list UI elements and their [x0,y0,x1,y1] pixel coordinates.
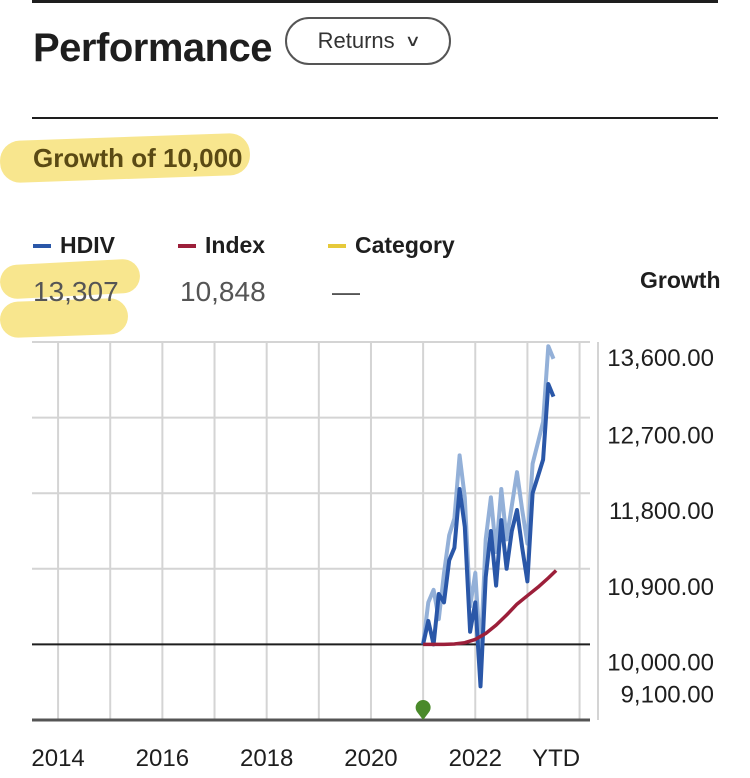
y-tick-label: 10,900.00 [607,574,714,601]
legend-label-index: Index [205,232,266,258]
growth-chart: 13,600.00 12,700.00 11,800.00 10,900.00 10,0… [31,341,714,772]
legend-value-category: — [332,276,360,307]
legend-label-category: Category [355,232,455,258]
legend-swatch-hdiv [33,243,51,248]
y-tick-label: 11,800.00 [609,498,714,525]
x-tick-label: 2020 [344,745,397,772]
series-line-hdiv [421,382,556,689]
legend-value-hdiv: 13,307 [33,276,119,307]
series-line-index [423,569,558,647]
y-tick-label: 13,600.00 [607,345,714,372]
returns-dropdown[interactable]: Returns ∨ [285,17,451,65]
legend-label-hdiv: HDIV [60,232,115,258]
legend-hdiv[interactable]: HDIV [33,232,115,259]
series-line-hdiv-light [421,344,556,659]
y-tick-label: 9,100.00 [621,681,714,708]
x-tick-label: 2022 [449,745,502,772]
y-tick-label: 12,700.00 [607,423,714,450]
legend-swatch-index [178,243,196,248]
legend-swatch-category [328,243,346,248]
y-tick-label: 10,000.00 [607,649,714,676]
header-divider [32,117,718,119]
legend-index[interactable]: Index [178,232,265,259]
x-tick-label: 2018 [240,745,293,772]
x-tick-label: YTD [532,745,580,772]
axis-title-growth: Growth [640,267,721,293]
inception-marker-icon [415,700,431,720]
returns-dropdown-label: Returns [317,28,395,53]
top-rule [32,0,718,3]
page-title: Performance [33,26,273,70]
chevron-down-icon: ∨ [404,33,421,50]
x-tick-label: 2014 [31,745,84,772]
legend-category[interactable]: Category [328,232,455,259]
legend-value-index: 10,848 [180,276,266,307]
x-tick-label: 2016 [136,745,189,772]
chart-subtitle: Growth of 10,000 [33,143,243,173]
